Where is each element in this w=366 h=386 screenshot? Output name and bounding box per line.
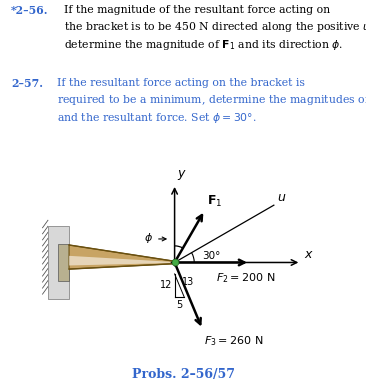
Text: $F_2 = 200$ N: $F_2 = 200$ N <box>216 271 275 285</box>
Polygon shape <box>69 256 175 266</box>
Text: 30°: 30° <box>202 251 221 261</box>
Text: $u$: $u$ <box>277 191 286 204</box>
Text: If the magnitude of the resultant force acting on
the bracket is to be 450 N dir: If the magnitude of the resultant force … <box>64 5 366 52</box>
Text: $x$: $x$ <box>304 248 314 261</box>
Polygon shape <box>59 244 69 281</box>
Text: 2–57.: 2–57. <box>11 78 43 89</box>
Text: 5: 5 <box>176 300 182 310</box>
Text: $\mathbf{F}_1$: $\mathbf{F}_1$ <box>207 194 223 209</box>
Polygon shape <box>48 226 69 299</box>
Text: $F_3 = 260$ N: $F_3 = 260$ N <box>204 334 263 348</box>
Text: $\phi$: $\phi$ <box>144 231 153 245</box>
Text: $y$: $y$ <box>177 168 187 182</box>
Text: If the resultant force acting on the bracket is
required to be a minimum, determ: If the resultant force acting on the bra… <box>57 78 366 125</box>
Text: 12: 12 <box>160 280 172 290</box>
Text: Probs. 2–56/57: Probs. 2–56/57 <box>131 368 235 381</box>
Text: *2–56.: *2–56. <box>11 5 48 16</box>
Polygon shape <box>69 245 175 269</box>
Text: 13: 13 <box>182 277 194 287</box>
